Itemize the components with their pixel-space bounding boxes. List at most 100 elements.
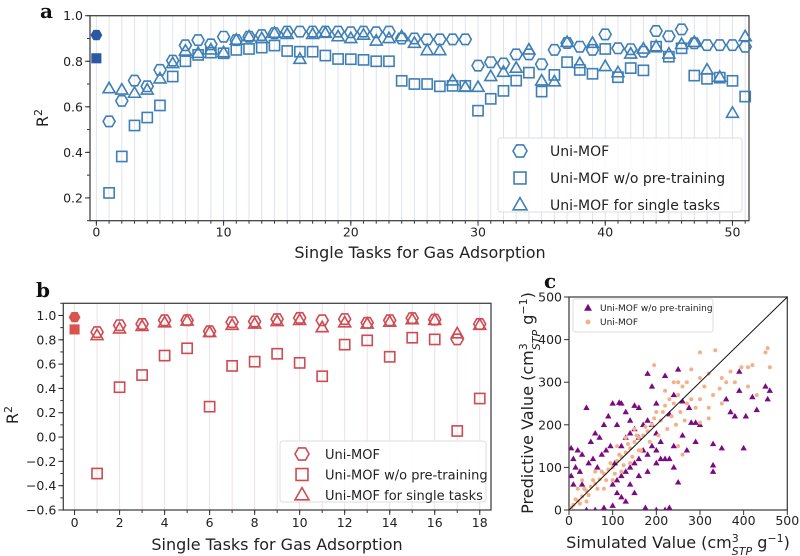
data-point-triangle bbox=[753, 406, 760, 413]
data-point-square bbox=[497, 84, 510, 97]
data-point-square bbox=[166, 70, 179, 83]
data-point-triangle bbox=[618, 493, 625, 500]
data-point-circle bbox=[595, 486, 600, 491]
data-point-hexagon bbox=[114, 94, 129, 107]
axis-label-part: STP bbox=[732, 545, 753, 556]
data-point-square bbox=[535, 85, 548, 98]
axis-label-part: ) bbox=[784, 533, 790, 552]
data-point-triangle bbox=[112, 320, 127, 334]
data-point-square bbox=[395, 74, 408, 87]
data-point-circle bbox=[643, 424, 648, 429]
y-tick-label: 0 bbox=[554, 503, 562, 518]
legend-label: Uni-MOF bbox=[600, 318, 638, 328]
axis-label-part: 3 bbox=[517, 343, 530, 350]
data-point-triangle bbox=[674, 36, 689, 50]
data-point-circle bbox=[610, 478, 615, 483]
data-point-circle bbox=[593, 469, 598, 474]
data-point-circle bbox=[739, 365, 744, 370]
data-point-circle bbox=[652, 363, 657, 368]
data-point-triangle bbox=[394, 28, 410, 42]
data-point-hexagon bbox=[102, 115, 117, 128]
data-point-triangle bbox=[653, 447, 660, 453]
data-point-triangle bbox=[587, 438, 595, 445]
data-point-triangle bbox=[613, 476, 621, 483]
data-point-circle bbox=[577, 501, 582, 506]
axis-label-part: −1 bbox=[767, 532, 783, 545]
data-point-hexagon bbox=[165, 54, 180, 67]
data-point-triangle bbox=[642, 504, 649, 510]
data-point-triangle bbox=[578, 481, 586, 487]
y-tick-label: 0.6 bbox=[63, 99, 83, 114]
data-point-triangle bbox=[670, 464, 677, 470]
data-point-circle bbox=[586, 493, 591, 498]
data-point-triangle bbox=[622, 498, 629, 504]
data-point-hexagon bbox=[432, 33, 447, 46]
y-tick-label: 0.0 bbox=[36, 430, 56, 445]
legend-marker-hexagon bbox=[512, 144, 528, 158]
axis-label-part: −1 bbox=[517, 298, 530, 314]
data-point-square bbox=[433, 80, 446, 93]
data-point-circle bbox=[665, 427, 670, 432]
data-point-circle bbox=[580, 478, 585, 483]
data-point-triangle bbox=[570, 481, 577, 487]
data-point-triangle bbox=[661, 46, 677, 59]
data-point-triangle bbox=[368, 33, 384, 46]
data-point-circle bbox=[623, 435, 628, 440]
data-point-triangle bbox=[574, 447, 581, 453]
data-point-circle bbox=[684, 380, 689, 385]
data-point-circle bbox=[573, 497, 578, 502]
data-point-triangle bbox=[737, 28, 753, 42]
data-point-square bbox=[181, 342, 194, 355]
data-point-hexagon bbox=[420, 33, 435, 46]
legend-label: Uni-MOF w/o pre-training bbox=[600, 304, 713, 314]
axis-label-part: STP bbox=[530, 330, 543, 351]
data-point-triangle bbox=[764, 395, 771, 402]
data-point-triangle bbox=[618, 400, 625, 406]
data-point-triangle bbox=[157, 314, 172, 328]
data-point-hexagon bbox=[254, 29, 269, 42]
y-tick-label: 0.6 bbox=[36, 357, 56, 372]
data-point-hexagon bbox=[496, 57, 511, 70]
data-point-square bbox=[586, 67, 599, 80]
data-point-square bbox=[548, 69, 561, 81]
data-point-triangle bbox=[631, 402, 638, 408]
data-point-triangle bbox=[592, 429, 599, 436]
legend-label: Uni-MOF for single tasks bbox=[325, 489, 483, 504]
data-point-triangle bbox=[594, 464, 601, 470]
data-point-triangle bbox=[596, 434, 603, 440]
data-point-triangle bbox=[267, 25, 282, 39]
data-point-triangle bbox=[179, 313, 195, 326]
data-point-triangle bbox=[607, 442, 614, 449]
data-point-triangle bbox=[202, 324, 217, 338]
data-point-triangle bbox=[709, 440, 717, 447]
data-point-triangle bbox=[457, 79, 473, 93]
data-point-circle bbox=[697, 375, 702, 380]
data-point-hexagon bbox=[598, 28, 613, 41]
data-point-triangle bbox=[635, 404, 643, 410]
data-point-hexagon bbox=[445, 33, 460, 46]
data-point-square bbox=[158, 349, 171, 362]
data-point-circle bbox=[719, 375, 724, 380]
data-point-hexagon bbox=[157, 314, 172, 327]
data-point-triangle bbox=[569, 444, 575, 451]
y-tick-label: 0.4 bbox=[63, 145, 83, 160]
data-point-triangle bbox=[584, 506, 589, 510]
data-point-circle bbox=[663, 388, 668, 393]
data-point-square bbox=[739, 90, 752, 103]
data-point-square bbox=[473, 392, 486, 405]
data-point-hexagon bbox=[191, 34, 206, 47]
data-point-triangle bbox=[762, 383, 769, 389]
data-point-square bbox=[406, 331, 419, 344]
axis-label-part: g bbox=[518, 315, 537, 330]
data-point-hexagon bbox=[661, 30, 676, 43]
data-point-triangle bbox=[427, 312, 443, 326]
data-point-triangle bbox=[247, 316, 263, 329]
data-point-square bbox=[248, 355, 261, 368]
data-point-hexagon bbox=[267, 27, 282, 40]
data-point-triangle bbox=[609, 502, 616, 508]
x-tick-label: 20 bbox=[343, 225, 359, 240]
data-point-circle bbox=[604, 478, 609, 483]
x-axis-label: Single Tasks for Gas Adsorption bbox=[151, 535, 402, 554]
data-point-hexagon bbox=[483, 56, 498, 69]
data-point-triangle bbox=[657, 455, 664, 462]
